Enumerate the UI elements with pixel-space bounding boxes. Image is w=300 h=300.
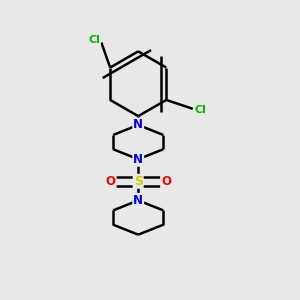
Text: N: N <box>133 194 143 207</box>
Text: Cl: Cl <box>194 105 206 115</box>
Text: N: N <box>133 118 143 131</box>
Text: O: O <box>105 175 115 188</box>
Text: O: O <box>161 175 171 188</box>
Text: Cl: Cl <box>88 34 100 45</box>
Text: S: S <box>134 175 143 188</box>
Text: N: N <box>133 153 143 166</box>
